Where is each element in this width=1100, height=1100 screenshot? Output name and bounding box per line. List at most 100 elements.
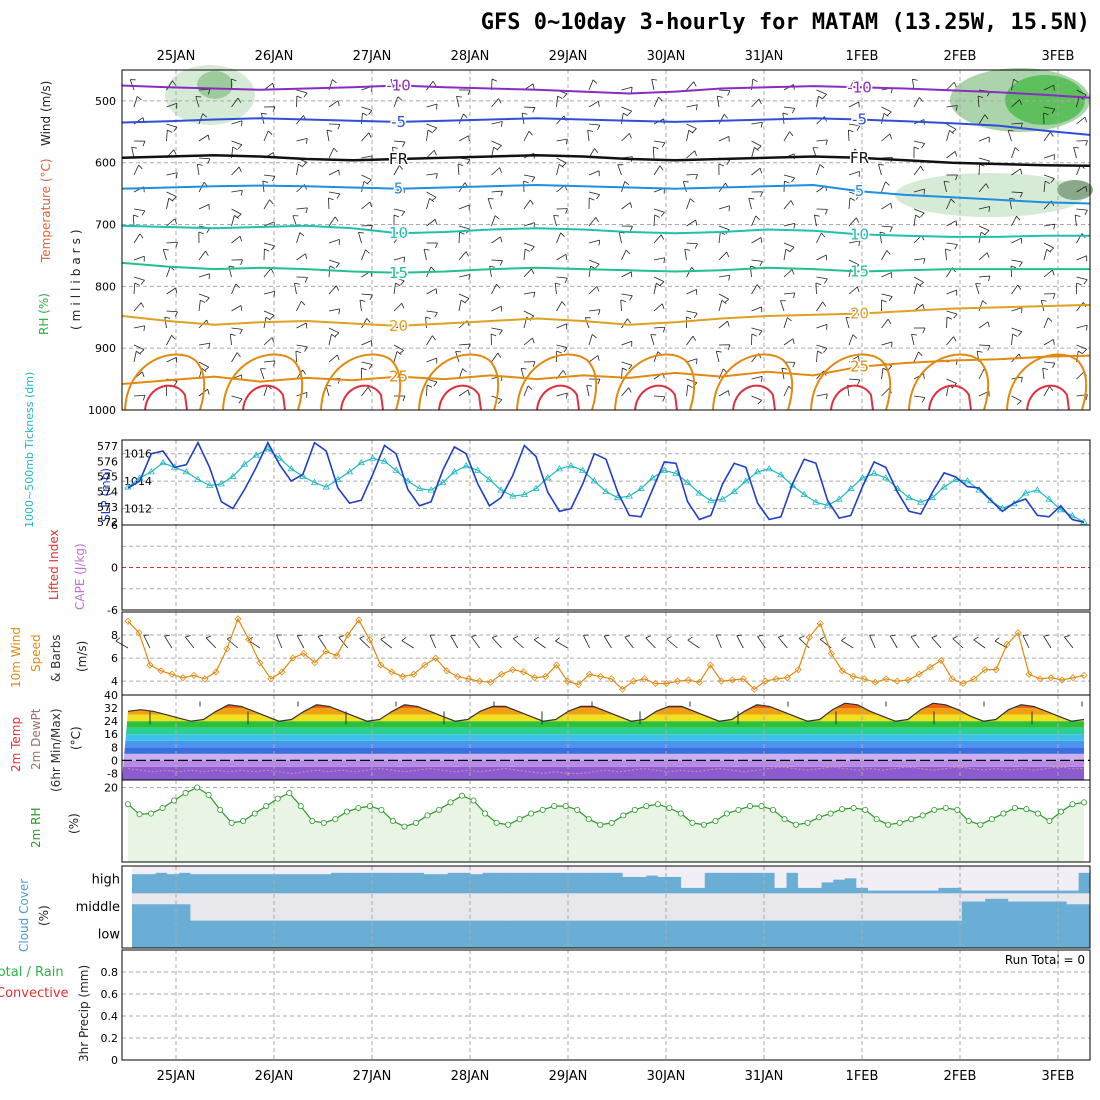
isotherm-label: FR	[389, 150, 408, 168]
wind-barb	[231, 235, 243, 244]
wind-barb-shaft	[328, 354, 338, 363]
wind-barb-shaft	[718, 232, 721, 244]
wind-barb-flag	[261, 112, 267, 115]
wind-barb-flag	[304, 277, 308, 283]
wind-barb	[686, 198, 695, 210]
wind-barb-flag	[994, 637, 1000, 642]
wind-barb-shaft	[491, 284, 497, 295]
wind-barb-flag	[759, 261, 763, 267]
wind-barb	[133, 208, 146, 216]
wind-barb	[1011, 259, 1023, 267]
thickness-point	[672, 469, 680, 476]
wind-barb-shaft	[881, 293, 893, 297]
cloud-gap-middle	[540, 893, 553, 921]
wind-barb	[263, 360, 276, 367]
wind-barb	[458, 293, 470, 303]
wind-barb-flag	[946, 316, 953, 320]
wind-barb	[994, 637, 1008, 649]
wind-barb-shaft	[328, 100, 339, 108]
wind10-tick-label: 4	[111, 675, 118, 688]
wind-barb-flag	[299, 232, 305, 237]
cloud-gap-high	[996, 866, 1009, 891]
wind-barb	[783, 200, 794, 210]
wind-barb-shaft	[133, 302, 142, 312]
wind-barb-flag	[826, 324, 828, 330]
wind-barb-shaft	[164, 317, 167, 329]
wind-barb-flag	[662, 327, 666, 333]
wind-barb	[166, 266, 175, 278]
wind-barb-flag	[760, 191, 763, 197]
thickness-point	[695, 489, 703, 496]
wind-barb	[393, 208, 406, 217]
wind-barb-flag	[430, 266, 436, 272]
wind-barb-flag	[468, 343, 471, 350]
wind-barb	[1011, 395, 1022, 405]
wind-barb-shaft	[978, 344, 991, 346]
wind-barb	[751, 167, 763, 176]
wind-barb-shaft	[133, 233, 141, 244]
wind-barb-shaft	[523, 222, 535, 227]
upper-air-panel	[121, 69, 1091, 411]
wind-barb-flag	[696, 289, 698, 295]
wind-barb-flag	[955, 174, 958, 181]
wind-barb-flag	[945, 248, 951, 251]
cloud-gap-middle	[412, 893, 425, 921]
wind-barb-flag	[818, 95, 824, 100]
wind-barb-flag	[306, 392, 308, 398]
cloud-gap-high	[190, 866, 203, 875]
cloud-gap-middle	[237, 893, 250, 921]
wind-barb	[946, 130, 955, 142]
wind-barb-flag	[1022, 634, 1029, 636]
wind-barb-flag	[208, 273, 210, 280]
wind-barb-flag	[653, 146, 659, 150]
wind-barb-flag	[488, 198, 494, 200]
wind-barb-shaft	[624, 636, 634, 649]
wind-barb-shaft	[913, 215, 916, 227]
wind10-point	[212, 668, 220, 676]
wind-barb	[491, 236, 503, 244]
wind-barb-flag	[1047, 317, 1053, 322]
wind-barb-shaft	[426, 123, 437, 129]
wind-barb	[1043, 112, 1049, 125]
wind-barb-shaft	[913, 140, 925, 144]
wind-barb-flag	[756, 145, 762, 150]
wind-barb	[913, 276, 924, 287]
wind-barb	[328, 354, 340, 363]
wind-barb	[426, 310, 438, 318]
thickness-point	[147, 468, 156, 475]
wind-barb-flag	[236, 352, 241, 358]
wind-barb-shaft	[295, 350, 297, 363]
cloud-tick-label: low	[98, 927, 121, 942]
isotherm-35	[732, 384, 776, 411]
wind-barb-flag	[986, 252, 990, 258]
wind-barb	[1011, 78, 1019, 91]
wind-barb-shaft	[491, 637, 502, 649]
wind-barb	[458, 389, 470, 397]
cloud-gap-high	[295, 866, 308, 875]
wind-barb-flag	[435, 173, 438, 179]
wind10-point	[1058, 676, 1066, 684]
thickness-point	[765, 465, 773, 472]
isotherm-15	[121, 261, 1090, 274]
wind-barb-shaft	[556, 157, 567, 164]
wind-barb	[426, 149, 437, 159]
cloud-gap-high	[575, 866, 588, 873]
wind-barb-flag	[208, 343, 211, 349]
wind-barb-shaft	[458, 389, 469, 397]
precip-panel	[121, 949, 1091, 1061]
wind-barb-shaft	[889, 635, 898, 649]
wind-barb-shaft	[848, 123, 860, 127]
wind-barb-flag	[1020, 377, 1023, 383]
wind-barb	[783, 248, 791, 261]
wind-barb	[718, 135, 730, 142]
isotherm-30	[810, 353, 892, 411]
wind-barb-flag	[392, 146, 398, 149]
wind-barb-flag	[955, 220, 958, 227]
wind-barb-shaft	[715, 351, 720, 363]
wind-barb-shaft	[393, 96, 399, 108]
wind-barb-shaft	[426, 198, 430, 210]
wind-barb-shaft	[621, 340, 632, 346]
wind-barb-flag	[661, 142, 666, 148]
wind-barb-flag	[432, 335, 436, 341]
wind-barb-flag	[565, 254, 568, 260]
